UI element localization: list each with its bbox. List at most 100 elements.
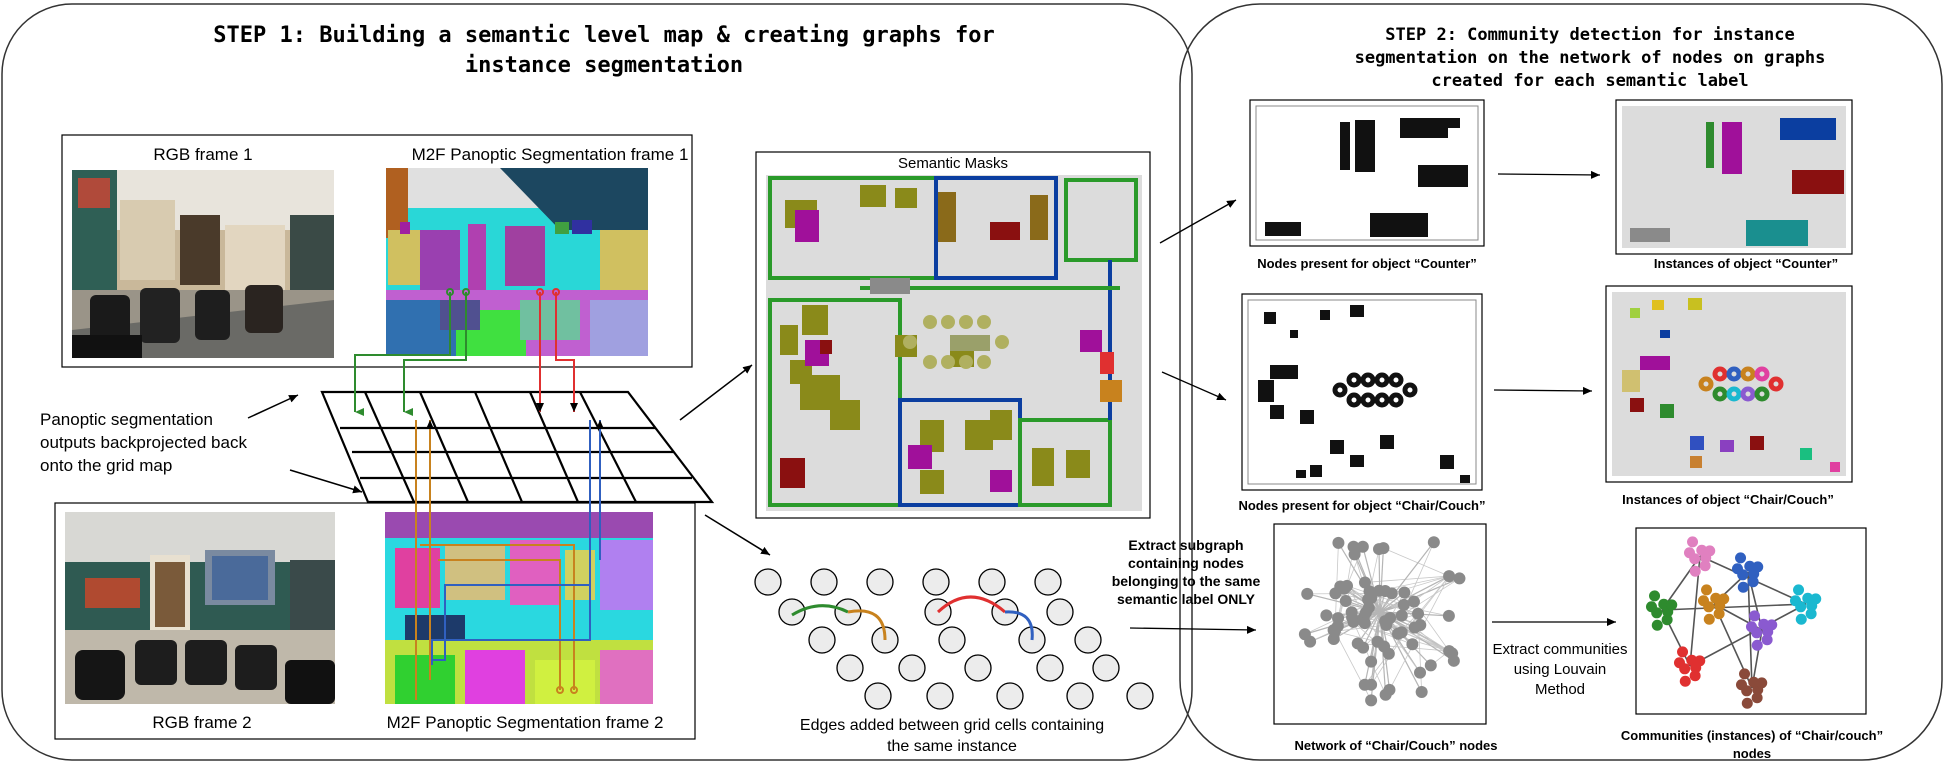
counter-instances-image	[1622, 106, 1846, 248]
community-node	[1748, 676, 1760, 688]
network-node	[1447, 654, 1460, 667]
community-node	[1703, 613, 1715, 625]
network-node	[1379, 615, 1392, 628]
grid-cell-node	[898, 654, 926, 682]
arrow-to-chair-nodes	[1161, 371, 1227, 401]
community-node	[1710, 592, 1722, 604]
extract-subgraph-line3: belonging to the same	[1112, 573, 1261, 589]
network-node	[1424, 659, 1437, 672]
extract-subgraph-line2: containing nodes	[1128, 555, 1244, 571]
network-node	[1320, 609, 1333, 622]
community-node	[1761, 634, 1773, 646]
communities-label-line2: nodes	[1733, 746, 1771, 761]
edge-green	[791, 604, 849, 617]
community-node	[1756, 677, 1768, 689]
arrow-to-semantic-masks	[679, 364, 753, 421]
grid-cell-node	[1074, 626, 1102, 654]
network-node	[1398, 586, 1411, 599]
community-node	[1749, 610, 1761, 622]
grid-cell-node	[810, 568, 838, 596]
network-node	[1414, 666, 1427, 679]
network-node	[1298, 628, 1311, 641]
grid-cell-node	[938, 626, 966, 654]
step1-panel	[1, 3, 1193, 761]
counter-instances-label: Instances of object “Counter”	[1654, 256, 1838, 271]
network-graph	[1298, 536, 1466, 707]
community-node	[1802, 592, 1814, 604]
m2f1-label: M2F Panoptic Segmentation frame 1	[412, 145, 689, 164]
network-node	[1339, 595, 1352, 608]
community-node	[1737, 581, 1749, 593]
arrow-to-counter-nodes	[1159, 199, 1237, 244]
network-node	[1356, 540, 1369, 553]
community-node	[1658, 598, 1670, 610]
community-node	[1699, 560, 1711, 572]
side-note-line1: Panoptic segmentation	[40, 410, 213, 429]
grid-cell-node	[778, 598, 806, 626]
network-node	[1442, 609, 1455, 622]
community-node	[1741, 697, 1753, 709]
grid-cell-node	[1034, 568, 1062, 596]
edges-caption-line2: the same instance	[887, 738, 1017, 755]
community-node	[1758, 618, 1770, 630]
grid-cell-node	[996, 682, 1024, 710]
edge-orange	[847, 609, 887, 641]
network-node	[1395, 609, 1408, 622]
network-node	[1365, 694, 1378, 707]
network-node	[1408, 621, 1421, 634]
m2f2-label: M2F Panoptic Segmentation frame 2	[387, 713, 664, 732]
community-node	[1795, 613, 1807, 625]
extract-subgraph-line4: semantic label ONLY	[1117, 591, 1256, 607]
network-edge	[1417, 575, 1450, 615]
grid-cell-node	[1126, 682, 1154, 710]
community-node	[1805, 608, 1817, 620]
side-note-arrow-up	[247, 394, 299, 419]
step2-title-line2: segmentation on the network of nodes on …	[1355, 48, 1826, 68]
community-node	[1679, 675, 1691, 687]
network-node	[1365, 655, 1378, 668]
community-node	[1747, 576, 1759, 588]
grid-cell-node	[864, 682, 892, 710]
community-node	[1645, 601, 1657, 613]
network-node	[1378, 640, 1391, 653]
network-edge	[1389, 575, 1450, 691]
network-node	[1359, 606, 1372, 619]
network-node	[1406, 638, 1419, 651]
community-node	[1651, 619, 1663, 631]
community-node	[1766, 619, 1778, 631]
chair-nodes-image	[1247, 299, 1477, 485]
side-note-line2: outputs backprojected back	[40, 433, 247, 452]
community-node	[1689, 670, 1701, 682]
community-node	[1789, 595, 1801, 607]
step2-panel	[1179, 3, 1943, 761]
semantic-masks-label: Semantic Masks	[898, 155, 1008, 172]
side-note-line3: onto the grid map	[40, 456, 172, 475]
edge-blue	[1004, 610, 1034, 641]
network-node	[1357, 641, 1370, 654]
network-node	[1427, 536, 1440, 549]
community-node	[1704, 545, 1716, 557]
network-node	[1397, 598, 1410, 611]
step2-title-line3: created for each semantic label	[1431, 71, 1748, 91]
grid-cell-graph	[754, 568, 1154, 710]
network-node	[1373, 543, 1386, 556]
backprojection-lines-frame1	[354, 288, 578, 416]
community-node	[1673, 657, 1685, 669]
rgb-frame2-image	[65, 512, 335, 704]
semantic-masks-image	[766, 175, 1142, 511]
community-node	[1701, 584, 1713, 596]
counter-nodes-label: Nodes present for object “Counter”	[1257, 256, 1477, 271]
network-node	[1415, 686, 1428, 699]
community-node	[1751, 639, 1763, 651]
community-node	[1731, 563, 1743, 575]
network-node	[1383, 683, 1396, 696]
network-edge	[1379, 541, 1435, 613]
community-node	[1661, 614, 1673, 626]
community-node	[1649, 590, 1661, 602]
network-edge	[1383, 547, 1450, 577]
community-node	[1735, 679, 1747, 691]
chair-nodes-label: Nodes present for object “Chair/Couch”	[1238, 498, 1485, 513]
network-node	[1301, 587, 1314, 600]
network-label: Network of “Chair/Couch” nodes	[1295, 738, 1498, 753]
